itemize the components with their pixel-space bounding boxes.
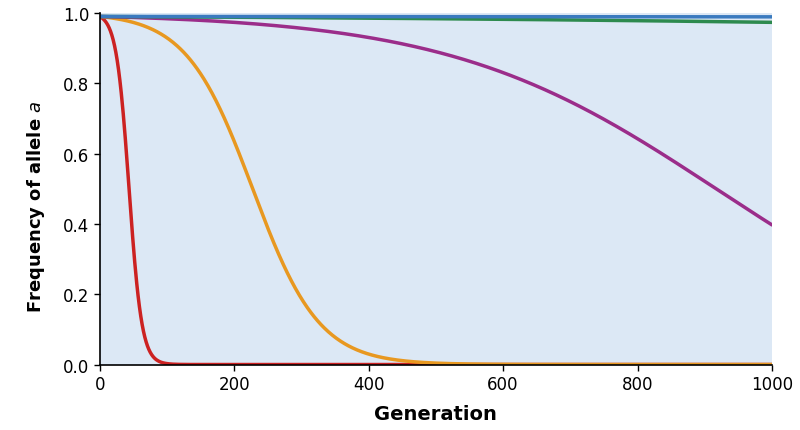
Text: Frequency of allele $\mathit{a}$: Frequency of allele $\mathit{a}$ — [25, 101, 47, 312]
X-axis label: Generation: Generation — [374, 404, 498, 423]
